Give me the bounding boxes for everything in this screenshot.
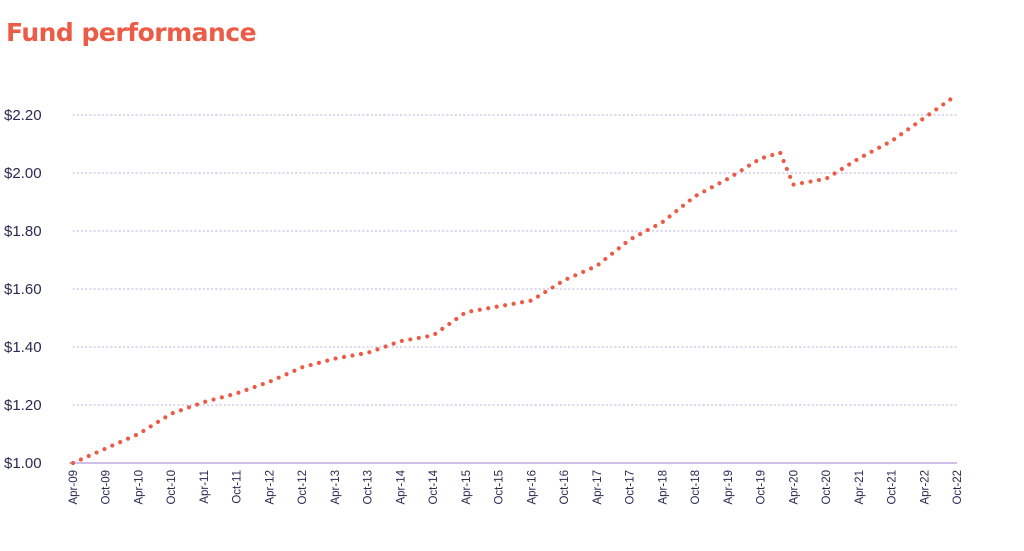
x-tick-label: Apr-09 bbox=[68, 470, 80, 505]
x-tick-label: Apr-18 bbox=[657, 470, 669, 505]
x-tick-label: Oct-19 bbox=[756, 470, 768, 505]
x-tick-label: Apr-11 bbox=[199, 470, 211, 504]
x-tick-label: Oct-13 bbox=[363, 470, 375, 505]
x-tick-label: Apr-22 bbox=[919, 470, 931, 505]
x-tick-label: Apr-20 bbox=[788, 470, 800, 505]
x-tick-label: Apr-21 bbox=[854, 470, 866, 505]
fund-series bbox=[70, 92, 960, 466]
x-tick-label: Apr-19 bbox=[723, 470, 735, 505]
y-tick-label: $2.00 bbox=[4, 165, 42, 182]
x-tick-label: Oct-18 bbox=[690, 470, 702, 505]
page-title: Fund performance bbox=[6, 18, 257, 47]
y-tick-label: $1.40 bbox=[4, 339, 42, 356]
x-tick-label: Apr-12 bbox=[264, 470, 276, 505]
y-tick-label: $1.20 bbox=[4, 397, 42, 414]
y-tick-label: $2.20 bbox=[4, 107, 42, 124]
y-axis-ticks: $1.00 $1.20 $1.40 $1.60 $1.80 $2.00 $2.20 bbox=[4, 107, 42, 472]
x-tick-label: Apr-14 bbox=[395, 469, 407, 504]
x-tick-label: Oct-15 bbox=[494, 470, 506, 505]
y-tick-label: $1.00 bbox=[4, 455, 42, 472]
gridlines bbox=[69, 114, 958, 464]
x-tick-label: Oct-11 bbox=[232, 470, 244, 504]
x-tick-label: Apr-10 bbox=[133, 470, 145, 505]
x-tick-label: Oct-10 bbox=[166, 470, 178, 505]
x-axis-ticks: Apr-09 Oct-09 Apr-10 Oct-10 Apr-11 Oct-11 Apr-… bbox=[68, 469, 964, 504]
x-tick-label: Apr-15 bbox=[461, 470, 473, 505]
y-tick-label: $1.80 bbox=[4, 223, 42, 240]
x-tick-label: Oct-16 bbox=[559, 470, 571, 505]
x-tick-label: Oct-22 bbox=[952, 470, 964, 505]
y-tick-label: $1.60 bbox=[4, 281, 42, 298]
x-tick-label: Apr-13 bbox=[330, 470, 342, 505]
x-tick-label: Oct-09 bbox=[101, 470, 113, 505]
x-tick-label: Oct-21 bbox=[887, 470, 899, 505]
x-tick-label: Oct-17 bbox=[625, 470, 637, 505]
x-tick-label: Oct-14 bbox=[428, 469, 440, 504]
x-tick-label: Oct-12 bbox=[297, 470, 309, 505]
fund-line bbox=[70, 92, 960, 466]
x-tick-label: Apr-16 bbox=[526, 470, 538, 505]
x-tick-label: Apr-17 bbox=[592, 470, 604, 505]
x-tick-label: Oct-20 bbox=[821, 470, 833, 505]
